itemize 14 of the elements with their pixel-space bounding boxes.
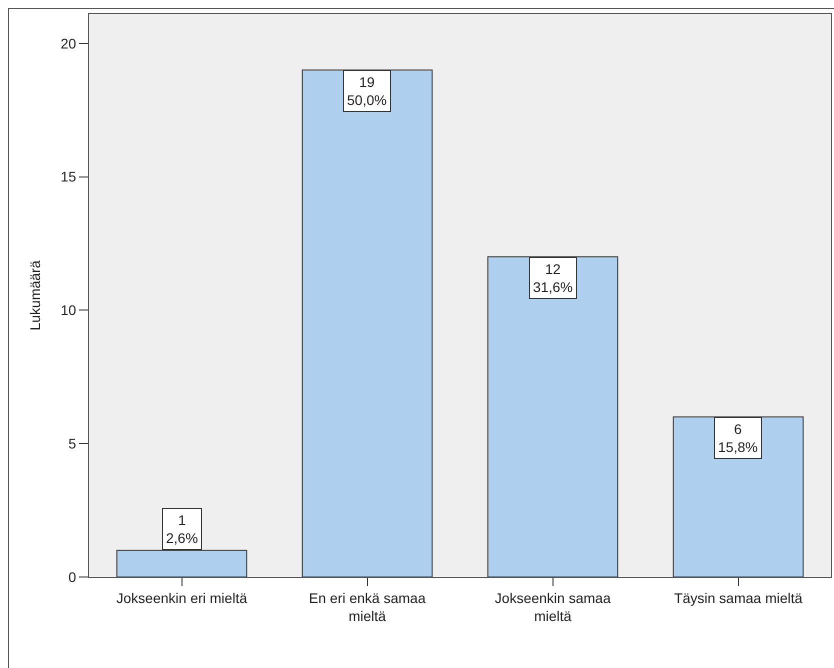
data-label: 19 50,0% bbox=[347, 74, 387, 108]
y-axis-title: Lukumäärä bbox=[27, 260, 44, 331]
x-tick-label: En eri enkä samaa mieltä bbox=[308, 590, 426, 624]
y-tick-label: 15 bbox=[60, 168, 76, 185]
x-tick-label: Täysin samaa mieltä bbox=[674, 590, 803, 606]
x-tick-label: Jokseenkin samaa mieltä bbox=[494, 590, 611, 624]
y-tick-label: 0 bbox=[68, 568, 76, 585]
data-label: 12 31,6% bbox=[533, 261, 573, 296]
y-tick-label: 20 bbox=[60, 35, 76, 52]
x-tick-label: Jokseenkin eri mieltä bbox=[116, 590, 248, 606]
y-tick-label: 10 bbox=[60, 302, 76, 318]
data-label: 1 2,6% bbox=[166, 512, 198, 546]
data-label: 6 15,8% bbox=[718, 421, 758, 456]
y-tick-label: 5 bbox=[68, 435, 76, 452]
